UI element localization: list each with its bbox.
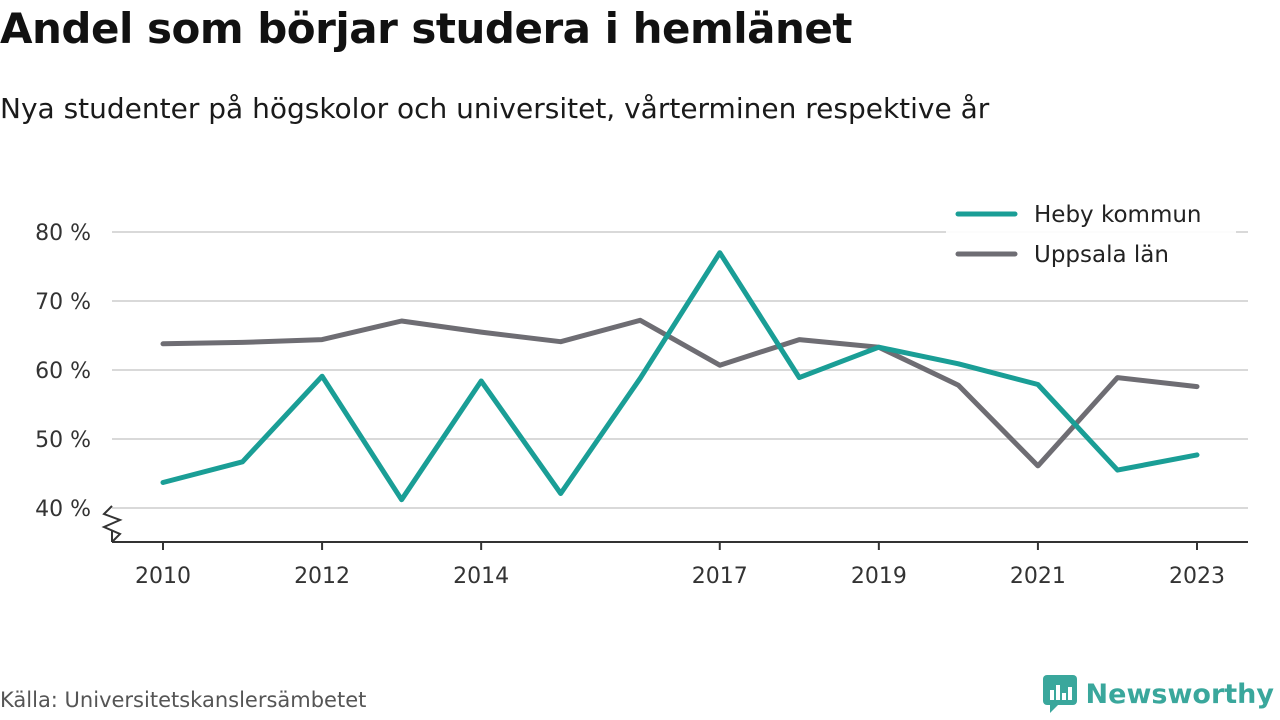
x-tick-label: 2021 xyxy=(1010,564,1066,589)
chart-title: Andel som börjar studera i hemlänet xyxy=(0,4,853,53)
x-tick-label: 2023 xyxy=(1169,564,1225,589)
brand-name: Newsworthy xyxy=(1085,678,1274,710)
legend-label: Uppsala län xyxy=(1034,242,1169,268)
axes xyxy=(101,505,1248,550)
x-tick-label: 2017 xyxy=(692,564,748,589)
x-tick-labels: 2010 2012 2014 2017 2019 2021 2023 xyxy=(135,564,1225,589)
x-tick-label: 2012 xyxy=(294,564,350,589)
x-tick-label: 2014 xyxy=(453,564,509,589)
y-tick-label: 40 % xyxy=(35,497,91,522)
series-line-heby-kommun xyxy=(160,250,1200,503)
source-note: Källa: Universitetskanslersämbetet xyxy=(0,688,367,712)
series-lines xyxy=(160,250,1200,503)
x-tick-label: 2010 xyxy=(135,564,191,589)
legend-background xyxy=(946,195,1236,277)
y-tick-label: 50 % xyxy=(35,428,91,453)
y-tick-label: 80 % xyxy=(35,221,91,246)
series-line-uppsala-län xyxy=(160,317,1200,469)
axis-break-icon xyxy=(101,505,123,543)
y-tick-label: 60 % xyxy=(35,359,91,384)
chart-subtitle: Nya studenter på högskolor och universit… xyxy=(0,92,990,125)
x-tick-label: 2019 xyxy=(851,564,907,589)
y-tick-labels: 40 % 50 % 60 % 70 % 80 % xyxy=(35,221,91,522)
y-tick-label: 70 % xyxy=(35,290,91,315)
newsworthy-logo-icon xyxy=(1042,675,1077,713)
legend-label: Heby kommun xyxy=(1034,202,1202,228)
brand-logo: Newsworthy xyxy=(1042,674,1274,714)
legend: Heby kommun Uppsala län xyxy=(946,195,1236,277)
